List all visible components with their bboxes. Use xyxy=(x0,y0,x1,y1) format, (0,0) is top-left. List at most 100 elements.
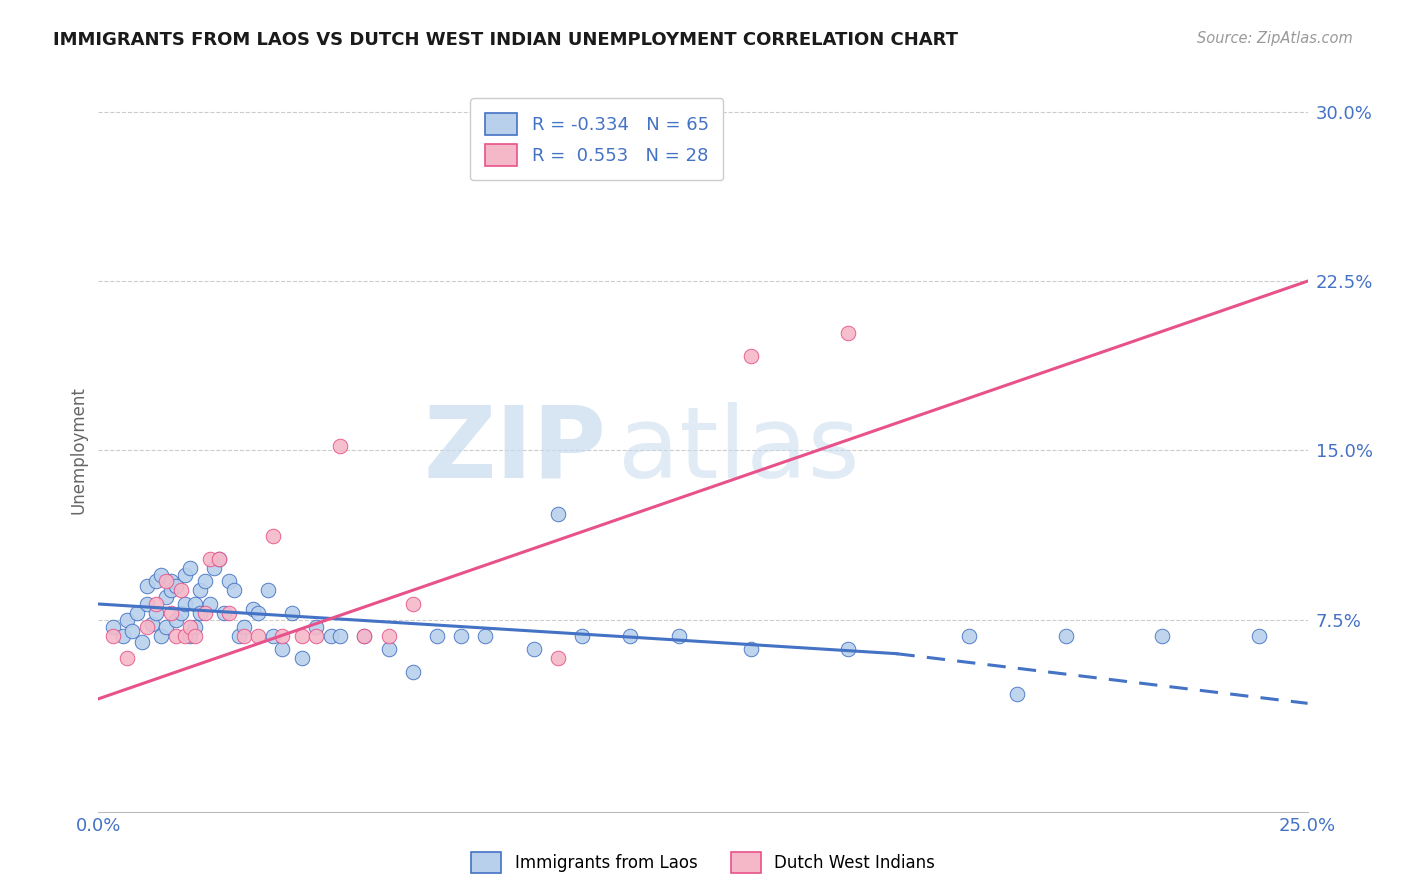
Point xyxy=(547,651,569,665)
Point xyxy=(198,551,221,566)
Point xyxy=(155,591,177,605)
Point xyxy=(188,583,211,598)
Point xyxy=(194,606,217,620)
Point xyxy=(1007,687,1029,701)
Point xyxy=(131,635,153,649)
Y-axis label: Unemployment: Unemployment xyxy=(69,386,87,515)
Point xyxy=(262,529,284,543)
Point xyxy=(837,642,859,657)
Point xyxy=(165,629,187,643)
Point xyxy=(117,613,139,627)
Point xyxy=(426,629,449,643)
Point xyxy=(1152,629,1174,643)
Point xyxy=(117,651,139,665)
Point xyxy=(150,629,173,643)
Point xyxy=(111,629,134,643)
Point xyxy=(218,606,240,620)
Point xyxy=(184,629,207,643)
Point xyxy=(247,606,270,620)
Point xyxy=(208,551,231,566)
Point xyxy=(402,597,425,611)
Point xyxy=(174,629,197,643)
Point xyxy=(135,597,157,611)
Point xyxy=(232,619,254,633)
Point xyxy=(121,624,143,639)
Point xyxy=(281,606,304,620)
Point xyxy=(160,606,183,620)
Point xyxy=(228,629,250,643)
Point xyxy=(145,606,167,620)
Point xyxy=(141,617,163,632)
Point xyxy=(174,597,197,611)
Point xyxy=(150,567,173,582)
Point xyxy=(179,629,201,643)
Point xyxy=(668,629,690,643)
Point xyxy=(271,642,294,657)
Point xyxy=(155,619,177,633)
Point xyxy=(174,567,197,582)
Legend: R = -0.334   N = 65, R =  0.553   N = 28: R = -0.334 N = 65, R = 0.553 N = 28 xyxy=(470,98,723,180)
Point xyxy=(135,579,157,593)
Point xyxy=(145,597,167,611)
Point xyxy=(329,439,352,453)
Point xyxy=(232,629,254,643)
Text: atlas: atlas xyxy=(619,402,860,499)
Point xyxy=(127,606,149,620)
Point xyxy=(271,629,294,643)
Point xyxy=(160,574,183,589)
Point xyxy=(198,597,221,611)
Point xyxy=(377,642,399,657)
Point xyxy=(101,629,124,643)
Point xyxy=(329,629,352,643)
Point xyxy=(145,574,167,589)
Point xyxy=(101,619,124,633)
Point xyxy=(305,629,328,643)
Point xyxy=(837,326,859,340)
Point xyxy=(523,642,546,657)
Point xyxy=(204,561,226,575)
Text: IMMIGRANTS FROM LAOS VS DUTCH WEST INDIAN UNEMPLOYMENT CORRELATION CHART: IMMIGRANTS FROM LAOS VS DUTCH WEST INDIA… xyxy=(53,31,959,49)
Point xyxy=(547,507,569,521)
Point xyxy=(184,619,207,633)
Point xyxy=(740,349,762,363)
Point xyxy=(165,613,187,627)
Point xyxy=(165,579,187,593)
Point xyxy=(571,629,593,643)
Point xyxy=(218,574,240,589)
Point xyxy=(1054,629,1077,643)
Point xyxy=(212,606,235,620)
Text: ZIP: ZIP xyxy=(423,402,606,499)
Point xyxy=(179,561,201,575)
Point xyxy=(222,583,245,598)
Point xyxy=(450,629,472,643)
Point xyxy=(619,629,641,643)
Point xyxy=(155,574,177,589)
Point xyxy=(474,629,496,643)
Point xyxy=(184,597,207,611)
Point xyxy=(169,583,191,598)
Point xyxy=(169,606,191,620)
Point xyxy=(740,642,762,657)
Point xyxy=(160,583,183,598)
Point xyxy=(305,619,328,633)
Point xyxy=(353,629,375,643)
Point xyxy=(957,629,980,643)
Point xyxy=(353,629,375,643)
Point xyxy=(290,629,312,643)
Point xyxy=(208,551,231,566)
Point xyxy=(319,629,342,643)
Point xyxy=(188,606,211,620)
Point xyxy=(247,629,270,643)
Point xyxy=(402,665,425,679)
Point xyxy=(290,651,312,665)
Point xyxy=(194,574,217,589)
Point xyxy=(1249,629,1271,643)
Point xyxy=(135,619,157,633)
Point xyxy=(262,629,284,643)
Point xyxy=(256,583,278,598)
Legend: Immigrants from Laos, Dutch West Indians: Immigrants from Laos, Dutch West Indians xyxy=(464,846,942,880)
Point xyxy=(377,629,399,643)
Point xyxy=(242,601,264,615)
Text: Source: ZipAtlas.com: Source: ZipAtlas.com xyxy=(1197,31,1353,46)
Point xyxy=(179,619,201,633)
